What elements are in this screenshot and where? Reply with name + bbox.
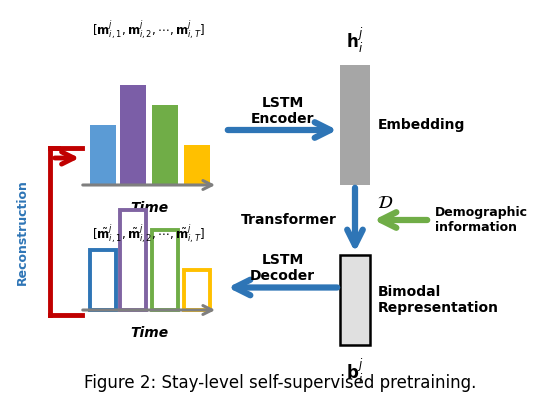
Text: LSTM
Encoder: LSTM Encoder bbox=[251, 96, 314, 126]
Text: $\mathcal{D}$: $\mathcal{D}$ bbox=[377, 195, 393, 212]
Text: $\mathbf{b}^j_i$: $\mathbf{b}^j_i$ bbox=[346, 357, 363, 386]
Text: Reconstruction: Reconstruction bbox=[16, 179, 29, 285]
Text: $[\tilde{\mathbf{m}}^j_{i,1}, \tilde{\mathbf{m}}^j_{i,2}, \cdots, \tilde{\mathbf: $[\tilde{\mathbf{m}}^j_{i,1}, \tilde{\ma… bbox=[92, 222, 206, 245]
Bar bbox=[340, 255, 370, 345]
Text: LSTM
Decoder: LSTM Decoder bbox=[250, 253, 315, 284]
Text: $[\mathbf{m}^j_{i,1}, \mathbf{m}^j_{i,2}, \cdots, \mathbf{m}^j_{i,T}]$: $[\mathbf{m}^j_{i,1}, \mathbf{m}^j_{i,2}… bbox=[92, 18, 206, 41]
Bar bbox=[152, 105, 178, 185]
Text: $\mathbf{h}^j_i$: $\mathbf{h}^j_i$ bbox=[347, 26, 363, 55]
Text: Embedding: Embedding bbox=[378, 118, 465, 132]
Bar bbox=[90, 250, 116, 310]
Bar bbox=[184, 270, 210, 310]
Text: Time: Time bbox=[130, 201, 168, 215]
Text: Bimodal
Representation: Bimodal Representation bbox=[378, 285, 499, 315]
Bar bbox=[120, 85, 146, 185]
Text: Figure 2: Stay-level self-supervised pretraining.: Figure 2: Stay-level self-supervised pre… bbox=[84, 374, 476, 392]
Bar bbox=[184, 145, 210, 185]
Bar bbox=[152, 230, 178, 310]
Bar bbox=[90, 125, 116, 185]
Text: Transformer: Transformer bbox=[241, 213, 337, 227]
Bar bbox=[120, 210, 146, 310]
Text: Time: Time bbox=[130, 326, 168, 340]
Text: Demographic
information: Demographic information bbox=[435, 206, 528, 234]
Bar bbox=[340, 65, 370, 185]
